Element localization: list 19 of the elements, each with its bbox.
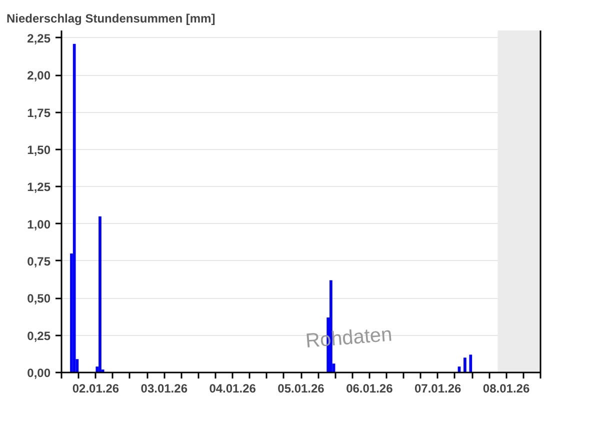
x-tick-label: 03.01.26 [140, 382, 188, 396]
y-tick-label: 1,00 [27, 217, 51, 232]
x-tick-label: 06.01.26 [346, 382, 394, 396]
y-tick-label: 0,25 [27, 328, 51, 343]
y-tick-label: 1,50 [27, 142, 51, 157]
x-tick-label: 07.01.26 [414, 382, 462, 396]
annotation: Rohdaten [304, 324, 393, 352]
chart-title: Niederschlag Stundensummen [mm] [6, 12, 216, 26]
x-tick-label: 08.01.26 [482, 382, 530, 396]
x-tick-label: 05.01.26 [278, 382, 325, 396]
y-tick-label: 0,50 [27, 292, 51, 306]
y-tick-label: 2,00 [27, 68, 51, 83]
y-tick-label: 0,75 [27, 254, 51, 268]
y-tick-label: 0,00 [27, 366, 51, 380]
x-tick-label: 02.01.26 [72, 382, 120, 396]
y-tick-label: 1,25 [27, 180, 51, 194]
y-tick-label: 1,75 [27, 106, 51, 120]
x-tick-label: 04.01.26 [209, 382, 256, 396]
y-tick-label: 2,25 [27, 31, 51, 46]
